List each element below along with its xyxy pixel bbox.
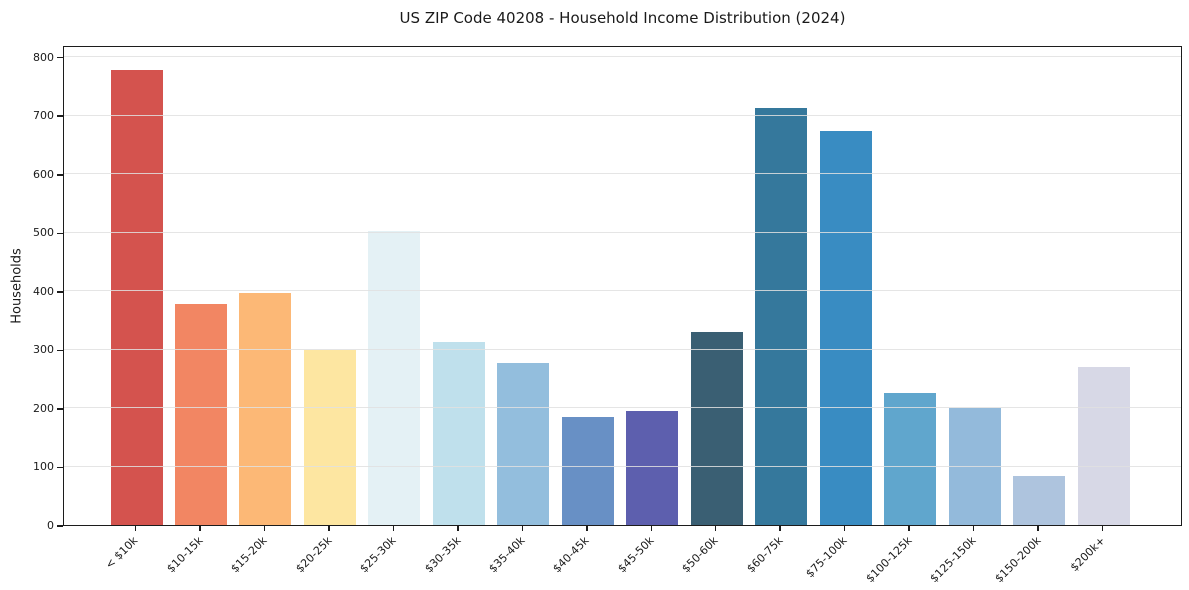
x-tick-mark-< $10k: [134, 526, 137, 531]
bar-$10-15k: [174, 303, 227, 525]
x-tick-label-$45-50k: $45-50k: [615, 534, 657, 576]
y-axis-label: Households: [9, 248, 25, 324]
grid-layer: [64, 47, 1181, 525]
x-tick-mark-$30-35k: [457, 526, 459, 531]
bar-$100-125k: [884, 393, 937, 525]
y-tick-mark-200: [57, 408, 63, 410]
y-tick-label-600: 600: [33, 167, 54, 181]
bar-$200k+: [1077, 366, 1130, 525]
bar-$45-50k: [626, 411, 679, 525]
x-tick-mark-$35-40k: [521, 526, 524, 531]
y-tick-mark-600: [57, 174, 63, 176]
y-tick-label-300: 300: [33, 343, 54, 357]
bars-layer: [64, 47, 1181, 525]
x-tick-mark-$75-100k: [843, 526, 846, 531]
gridline-800: [64, 56, 1181, 58]
x-tick-label-$40-45k: $40-45k: [550, 534, 592, 576]
gridline-300: [64, 348, 1181, 350]
bar-$75-100k: [819, 131, 872, 525]
x-tick-label-$15-20k: $15-20k: [228, 534, 270, 576]
x-tick-label-$30-35k: $30-35k: [421, 534, 464, 576]
y-tick-label-700: 700: [33, 109, 54, 123]
bar-$20-25k: [303, 349, 356, 525]
y-tick-label-200: 200: [33, 401, 54, 415]
gridline-400: [64, 290, 1181, 292]
x-tick-label-< $10k: < $10k: [103, 534, 141, 572]
x-tick-label-$10-15k: $10-15k: [163, 534, 206, 576]
bar-$30-35k: [432, 342, 485, 525]
y-tick-mark-800: [57, 56, 63, 59]
x-tick-label-$100-125k: $100-125k: [863, 534, 915, 586]
y-tick-label-100: 100: [33, 460, 54, 474]
y-tick-mark-300: [57, 349, 63, 352]
plot-area: [63, 46, 1182, 526]
y-tick-label-0: 0: [47, 519, 54, 532]
x-tick-mark-$60-75k: [779, 526, 781, 531]
x-tick-label-$200k+: $200k+: [1067, 534, 1108, 575]
gridline-100: [64, 465, 1181, 467]
x-tick-label-$35-40k: $35-40k: [486, 534, 528, 576]
bar-$125-150k: [948, 407, 1001, 525]
x-tick-mark-$200k+: [1101, 526, 1104, 531]
x-tick-mark-$50-60k: [714, 526, 717, 531]
x-tick-mark-$10-15k: [199, 526, 201, 531]
y-tick-label-800: 800: [33, 50, 54, 64]
bar-$150-200k: [1013, 476, 1066, 525]
y-tick-mark-700: [57, 115, 63, 117]
x-tick-mark-$40-45k: [586, 526, 588, 531]
y-tick-mark-500: [57, 232, 63, 235]
x-tick-label-$125-150k: $125-150k: [927, 534, 979, 586]
y-tick-label-500: 500: [33, 226, 54, 240]
bar-$60-75k: [755, 108, 808, 525]
bar-$25-30k: [368, 230, 421, 525]
x-tick-label-$75-100k: $75-100k: [803, 534, 850, 581]
x-tick-label-$20-25k: $20-25k: [292, 534, 335, 576]
x-tick-mark-$100-125k: [908, 526, 910, 531]
x-tick-label-$50-60k: $50-60k: [679, 534, 721, 576]
x-tick-label-$150-200k: $150-200k: [992, 534, 1044, 586]
gridline-500: [64, 231, 1181, 233]
y-tick-label-400: 400: [33, 284, 54, 298]
bar-$15-20k: [239, 292, 292, 525]
x-tick-label-$25-30k: $25-30k: [357, 534, 399, 576]
bar-$35-40k: [497, 362, 550, 525]
bar-$40-45k: [561, 416, 614, 525]
chart-title: US ZIP Code 40208 - Household Income Dis…: [399, 9, 846, 27]
x-tick-label-$60-75k: $60-75k: [744, 534, 786, 576]
x-tick-mark-$150-200k: [1037, 526, 1039, 531]
x-tick-mark-$25-30k: [392, 526, 395, 531]
x-tick-mark-$45-50k: [650, 526, 652, 531]
gridline-600: [64, 173, 1181, 175]
gridline-200: [64, 407, 1181, 409]
x-tick-mark-$15-20k: [263, 526, 266, 531]
bar-$50-60k: [690, 331, 743, 525]
x-tick-mark-$125-150k: [972, 526, 975, 531]
bar-< $10k: [110, 69, 163, 525]
gridline-700: [64, 114, 1181, 116]
y-tick-mark-0: [57, 525, 63, 527]
y-tick-mark-400: [57, 291, 63, 293]
x-tick-mark-$20-25k: [328, 526, 330, 531]
y-tick-mark-100: [57, 466, 63, 469]
